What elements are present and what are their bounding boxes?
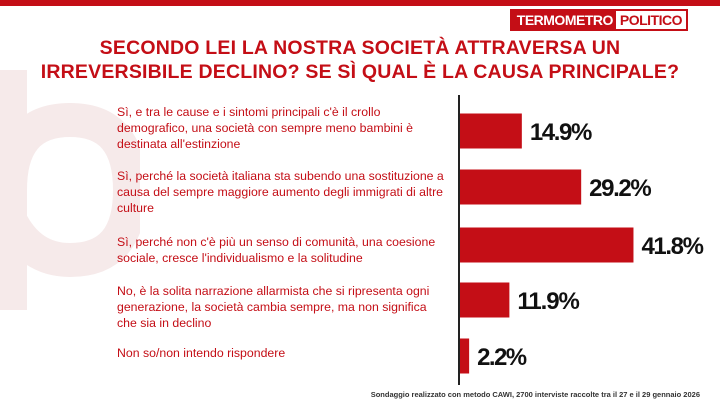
bar-5 [460,338,470,374]
chart-axis-line [458,95,460,385]
value-label-4: 11.9% [517,288,580,315]
value-label-1: 14.9% [530,119,593,146]
category-label-3: Sì, perché non c'è più un senso di comun… [117,235,436,265]
category-label-4: No, è la solita narrazione allarmista ch… [117,284,430,330]
category-label-1: Sì, e tra le cause e i sintomi principal… [117,105,413,151]
bar-3 [460,227,634,263]
bar-1 [460,113,522,149]
category-label-5: Non so/non intendo rispondere [117,346,286,360]
logo-part-1: TERMOMETRO [511,11,616,29]
bar-4 [460,282,510,318]
value-label-2: 29.2% [589,175,652,202]
survey-footnote: Sondaggio realizzato con metodo CAWI, 27… [370,390,700,399]
brand-logo: TERMOMETRO POLITICO [509,9,688,31]
category-label-2: Sì, perché la società italiana sta suben… [117,169,444,215]
top-accent-bar [0,0,720,6]
value-label-5: 2.2% [477,344,527,371]
chart-title: SECONDO LEI LA NOSTRA SOCIETÀ ATTRAVERSA… [40,36,680,84]
value-label-3: 41.8% [641,233,704,260]
title-line-2: IRREVERSIBILE DECLINO? SE SÌ QUAL È LA C… [40,61,680,83]
bar-2 [460,169,582,205]
logo-part-2: POLITICO [615,11,686,29]
title-line-1: SECONDO LEI LA NOSTRA SOCIETÀ ATTRAVERSA… [99,37,621,59]
